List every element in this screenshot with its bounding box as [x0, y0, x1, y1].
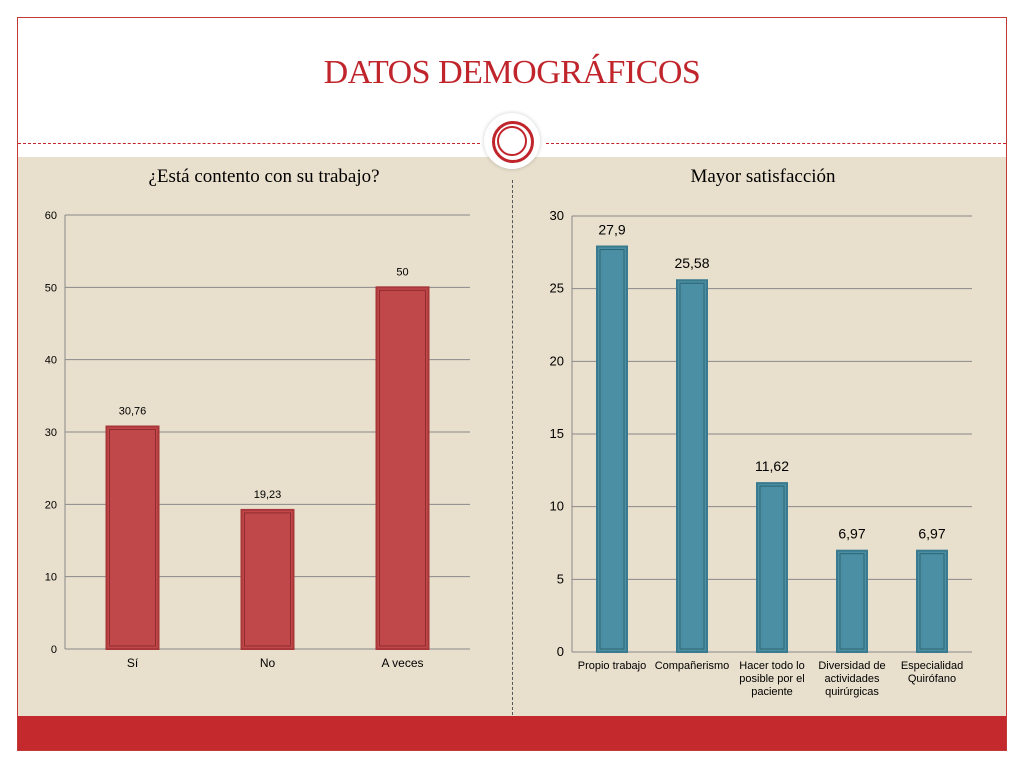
bar [916, 549, 948, 653]
ornament-outer-ring [492, 121, 534, 163]
data-label: 50 [396, 266, 408, 278]
y-tick-label: 0 [51, 644, 57, 656]
chart-divider [512, 180, 513, 715]
x-tick-label: A veces [381, 656, 423, 670]
bar-inner [109, 429, 156, 647]
data-label: 6,97 [838, 526, 865, 542]
x-tick-label: Diversidad de [818, 660, 885, 672]
y-tick-label: 50 [45, 282, 57, 294]
x-tick-label: Quirófano [908, 673, 956, 685]
data-label: 11,62 [755, 458, 789, 474]
data-label: 30,76 [119, 406, 147, 418]
bar-chart-satisfaccion: 0 5 10 15 20 25 30 27,9 Propio trabajo 25,58 Compa… [550, 208, 972, 698]
bar-inner [379, 289, 426, 647]
ornament-inner-ring [497, 126, 527, 156]
y-tick-label: 20 [45, 499, 57, 511]
circle-ornament-icon [484, 113, 540, 169]
bar [596, 245, 628, 654]
y-tick-label: 15 [550, 426, 564, 441]
x-tick-label: paciente [751, 686, 793, 698]
data-label: 25,58 [674, 255, 709, 271]
chart-title-contento: ¿Está contento con su trabajo? [148, 166, 380, 187]
y-tick-label: 60 [45, 210, 57, 222]
y-tick-label: 5 [557, 571, 564, 586]
y-tick-label: 30 [550, 208, 564, 223]
y-tick-label: 40 [45, 355, 57, 367]
y-tick-label: 0 [557, 644, 564, 659]
bar-inner [244, 512, 291, 647]
x-tick-label: posible por el [739, 673, 804, 685]
x-tick-label: actividades [824, 673, 880, 685]
x-tick-label: Propio trabajo [578, 660, 647, 672]
y-tick-label: 10 [550, 499, 564, 514]
bar [756, 482, 788, 654]
x-tick-label: No [260, 656, 276, 670]
bar [105, 425, 160, 650]
bar [240, 508, 295, 651]
x-tick-label: Hacer todo lo [739, 660, 804, 672]
bar-inner [839, 553, 865, 650]
y-tick-label: 30 [45, 427, 57, 439]
data-label: 19,23 [254, 489, 282, 501]
bar [676, 279, 708, 653]
slide-title: DATOS DEMOGRÁFICOS [323, 54, 701, 91]
y-tick-label: 25 [550, 281, 564, 296]
x-tick-label: Especialidad [901, 660, 963, 672]
bar-inner [759, 485, 785, 650]
bar-inner [919, 553, 945, 650]
header-divider-right [546, 143, 1006, 144]
y-tick-label: 20 [550, 353, 564, 368]
bar [375, 286, 430, 650]
data-label: 6,97 [918, 526, 945, 542]
footer-bar [18, 716, 1006, 750]
header-divider-left [18, 143, 480, 144]
x-tick-label: quirúrgicas [825, 686, 879, 698]
bar-chart-contento: 0 10 20 30 40 50 60 30,76 Sí 19,23 No 50 A veces [45, 210, 470, 670]
bar [836, 549, 868, 653]
x-tick-label: Sí [127, 656, 139, 670]
chart-title-satisfaccion: Mayor satisfacción [690, 166, 836, 187]
data-label: 27,9 [598, 222, 625, 238]
y-tick-label: 10 [45, 572, 57, 584]
x-tick-label: Compañerismo [655, 660, 730, 672]
bar-inner [679, 282, 705, 650]
bar-inner [599, 249, 625, 650]
